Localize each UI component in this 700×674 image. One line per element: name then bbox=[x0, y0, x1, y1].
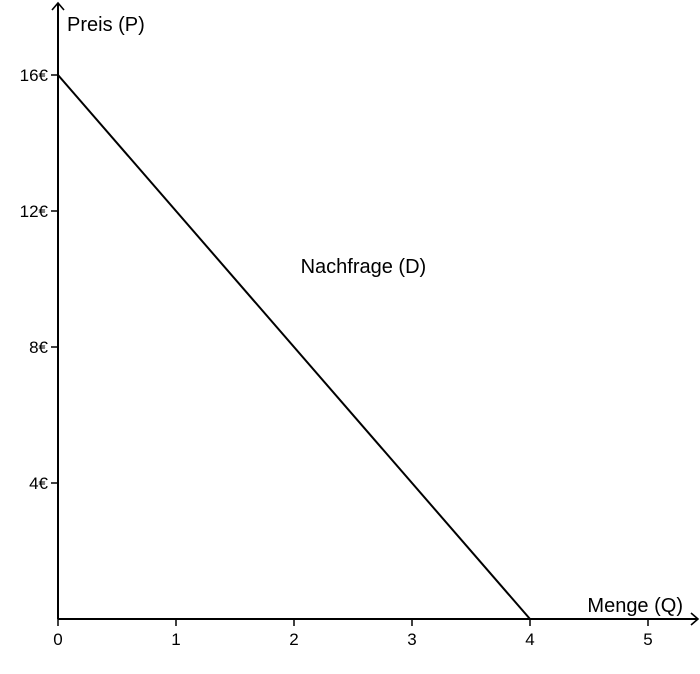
x-tick-label: 4 bbox=[525, 630, 534, 649]
x-tick-label: 5 bbox=[643, 630, 652, 649]
y-tick-label: 4€ bbox=[29, 474, 48, 493]
demand-line bbox=[57, 74, 531, 620]
y-axis-label: Preis (P) bbox=[67, 14, 145, 36]
y-tick-label: 8€ bbox=[29, 338, 48, 357]
x-tick-label: 2 bbox=[289, 630, 298, 649]
x-axis-arrow-icon bbox=[690, 612, 700, 626]
x-tick-label: 1 bbox=[171, 630, 180, 649]
y-axis-arrow-icon bbox=[51, 1, 65, 11]
demand-curve-label: Nachfrage (D) bbox=[301, 256, 427, 278]
x-tick-label: 3 bbox=[407, 630, 416, 649]
y-tick-label: 16€ bbox=[20, 66, 49, 85]
x-tick-label: 0 bbox=[53, 630, 62, 649]
y-tick-label: 12€ bbox=[20, 202, 49, 221]
axes: Menge (Q) Preis (P) bbox=[51, 1, 700, 626]
x-axis-label: Menge (Q) bbox=[587, 595, 683, 617]
